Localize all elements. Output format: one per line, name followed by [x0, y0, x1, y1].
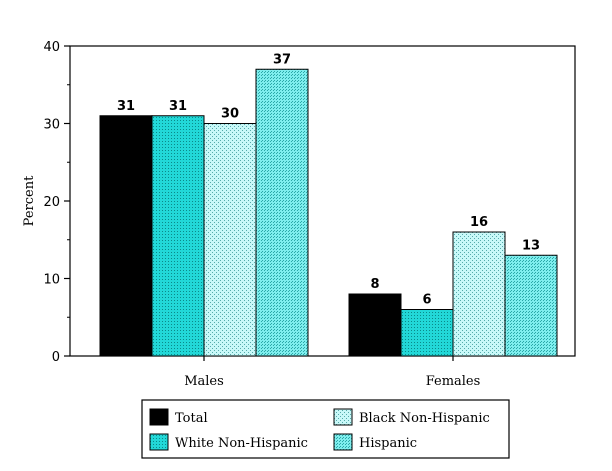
data-labels: 31 31 30 37 8 6 16 13	[117, 52, 540, 307]
data-label: 16	[470, 215, 488, 230]
legend: Total White Non-Hispanic Black Non-Hispani…	[141, 399, 510, 459]
data-label: 31	[117, 99, 135, 114]
bars	[99, 68, 558, 357]
data-label: 8	[370, 277, 379, 292]
data-label: 13	[522, 238, 540, 253]
y-axis: 0 10 20 30 40	[43, 40, 70, 365]
legend-box	[141, 399, 510, 459]
bar-females-black-non-hispanic	[452, 231, 506, 357]
data-label: 6	[422, 293, 431, 308]
legend-label: White Non-Hispanic	[175, 436, 308, 451]
bar-females-total	[348, 293, 402, 357]
data-label: 30	[221, 107, 239, 122]
y-tick-label: 10	[43, 273, 60, 288]
y-axis-title: Percent	[22, 175, 37, 226]
y-tick-label: 20	[43, 195, 60, 210]
bar-males-hispanic	[255, 68, 309, 357]
data-label: 31	[169, 99, 187, 114]
legend-swatch	[149, 433, 169, 451]
legend-swatch	[333, 408, 353, 426]
legend-swatch	[333, 433, 353, 451]
x-category-label: Males	[184, 374, 224, 389]
x-axis: Males Females	[184, 356, 480, 389]
legend-swatch	[149, 408, 169, 426]
y-tick-label: 30	[43, 118, 60, 133]
bar-males-total	[99, 115, 153, 357]
x-category-label: Females	[426, 374, 481, 389]
bar-females-hispanic	[504, 254, 558, 357]
bar-males-black-non-hispanic	[203, 123, 257, 357]
legend-label: Black Non-Hispanic	[359, 411, 490, 426]
y-tick-label: 0	[52, 350, 60, 365]
bar-females-white-non-hispanic	[400, 309, 454, 357]
legend-label: Total	[175, 411, 208, 426]
bar-males-white-non-hispanic	[151, 115, 205, 357]
y-tick-label: 40	[43, 40, 60, 55]
data-label: 37	[273, 52, 291, 67]
legend-label: Hispanic	[359, 436, 417, 451]
